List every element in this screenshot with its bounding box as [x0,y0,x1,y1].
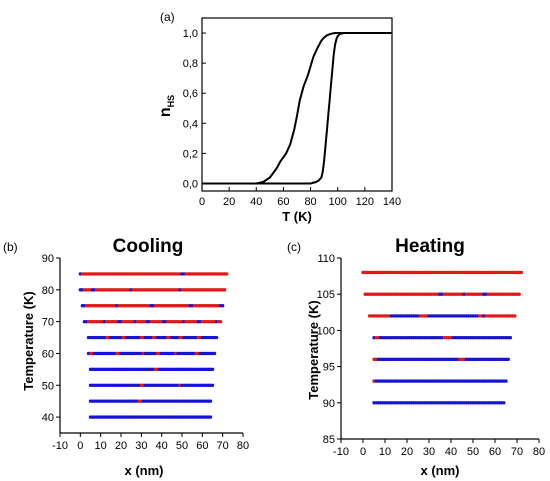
panel-b-y-tick-label: 80 [42,285,54,297]
panel-b-y-tick-label: 50 [42,380,54,392]
panel-a-x-tick-label: 0 [199,196,205,208]
panel-a-x-tick-label: 60 [277,196,289,208]
panel-b-molecule-point [225,272,229,276]
panel-c-axes [340,258,539,440]
panel-b-molecule-point [208,415,213,419]
panel-a-x-tick-label: 80 [304,196,316,208]
panel-b-label: (b) [3,240,18,254]
panel-c-x-tick-label: 60 [489,446,501,458]
panel-b-y-tick-label: 70 [42,317,54,329]
panel-a-y-tick-label: 1,0 [183,28,198,40]
panel-b-molecule-point [210,367,215,372]
panel-a-x-tick-label: 20 [223,196,235,208]
panel-c-x-tick-label: 40 [445,446,457,458]
panel-a-y-tick-label: 0,8 [183,58,198,70]
panel-c-x-tick-label: 10 [379,446,391,458]
panel-b-x-tick-label: 10 [95,440,107,452]
panel-a-plot-frame [201,17,393,192]
panel-c-x-tick-label: 30 [423,446,435,458]
panel-a-y-axis-label: nHS [157,95,176,117]
panel-c-x-tick-label: 80 [533,446,545,458]
svg-text:nHS: nHS [157,95,176,117]
panel-a-y-label-subscript: HS [166,95,176,108]
panel-a-y-tick-label: 0,2 [183,148,198,160]
panel-a-x-ticks: 0 20 40 60 80 100 120 140 [199,187,401,208]
panel-b-x-tick-label: 30 [135,440,147,452]
panel-b-molecule-point [212,351,217,356]
panel-a-x-tick-label: 140 [383,196,401,208]
panel-a-nhs-vs-temperature: (a) 0 20 40 60 80 100 120 140 0,0 0,2 0,4 0,6 0,8 1,… [157,10,401,224]
panel-b-y-tick-label: 40 [42,412,54,424]
panel-b-cooling: (b) Cooling -10 0 10 20 30 40 50 60 70 80 40 50 60 7… [3,236,249,478]
panel-c-y-tick-label: 85 [323,434,335,446]
panel-a-label: (a) [160,10,175,24]
panel-a-y-tick-label: 0,0 [183,178,198,190]
panel-a-x-axis-label: T (K) [282,209,312,224]
panel-c-y-tick-label: 100 [317,325,335,337]
panel-b-y-ticks: 40 50 60 70 80 90 [42,253,60,424]
panel-c-molecule-point [502,401,506,405]
panel-b-y-axis-label: Temperature (K) [21,291,36,390]
panel-b-molecule-point [220,304,225,308]
panel-b-x-tick-label: 20 [115,440,127,452]
panel-c-y-tick-label: 110 [317,253,335,265]
panel-c-molecule-point [519,270,524,275]
panel-b-x-tick-label: -10 [52,440,68,452]
panel-c-label: (c) [287,240,301,254]
panel-c-y-ticks: 85 90 95 100 105 110 [317,253,341,446]
panel-b-x-ticks: -10 0 10 20 30 40 50 60 70 80 [52,433,249,452]
panel-c-y-axis-label: Temperature (K) [306,300,321,399]
panel-c-x-tick-label: 70 [511,446,523,458]
panel-b-molecule-point [210,383,215,387]
panel-b-chain-points [78,272,229,419]
panel-b-x-axis-label: x (nm) [125,463,164,478]
panel-c-chain-points [361,270,524,405]
panel-a-y-tick-label: 0,4 [183,118,198,130]
panel-c-molecule-point [504,379,508,383]
panel-b-y-tick-label: 90 [42,253,54,265]
panel-a-x-tick-label: 40 [250,196,262,208]
panel-c-molecule-point [508,335,513,340]
panel-a-y-label-main: n [157,107,174,117]
panel-c-molecule-point [517,292,521,296]
panel-b-x-tick-label: 0 [77,440,83,452]
panel-a-y-tick-label: 0,6 [183,88,198,100]
panel-b-x-tick-label: 40 [156,440,168,452]
panel-c-title: Heating [395,236,465,257]
panel-b-molecule-point [208,399,213,403]
panel-c-x-axis-label: x (nm) [421,463,460,478]
panel-a-curve-2 [202,32,392,185]
panel-b-molecule-point [223,288,227,292]
panel-b-x-tick-label: 80 [237,440,249,452]
panel-b-axes [59,258,243,434]
panel-c-y-tick-label: 90 [323,398,335,410]
panel-c-x-ticks: -10 0 10 20 30 40 50 60 70 80 [333,439,545,458]
panel-a-x-tick-label: 100 [329,196,347,208]
panel-b-y-tick-label: 60 [42,348,54,360]
panel-b-molecule-point [218,319,223,324]
panel-c-x-tick-label: 20 [401,446,413,458]
panel-a-x-tick-label: 120 [356,196,374,208]
panel-b-title: Cooling [113,236,184,257]
panel-c-x-tick-label: -10 [333,446,349,458]
panel-b-x-tick-label: 70 [217,440,229,452]
panel-c-heating: (c) Heating -10 0 10 20 30 40 50 60 70 80 85 90 95 1… [287,236,545,478]
panel-c-molecule-point [506,357,510,362]
panel-a-y-ticks: 0,0 0,2 0,4 0,6 0,8 1,0 [183,28,206,190]
panel-c-x-tick-label: 0 [360,446,366,458]
panel-b-x-tick-label: 50 [176,440,188,452]
panel-b-molecule-point [214,335,219,340]
panel-a-curves [202,32,392,185]
panel-c-y-tick-label: 105 [317,289,335,301]
panel-c-molecule-point [513,314,517,318]
panel-c-x-tick-label: 50 [467,446,479,458]
panel-a-curve-1 [202,32,392,185]
panel-c-y-tick-label: 95 [323,362,335,374]
panel-b-x-tick-label: 60 [196,440,208,452]
